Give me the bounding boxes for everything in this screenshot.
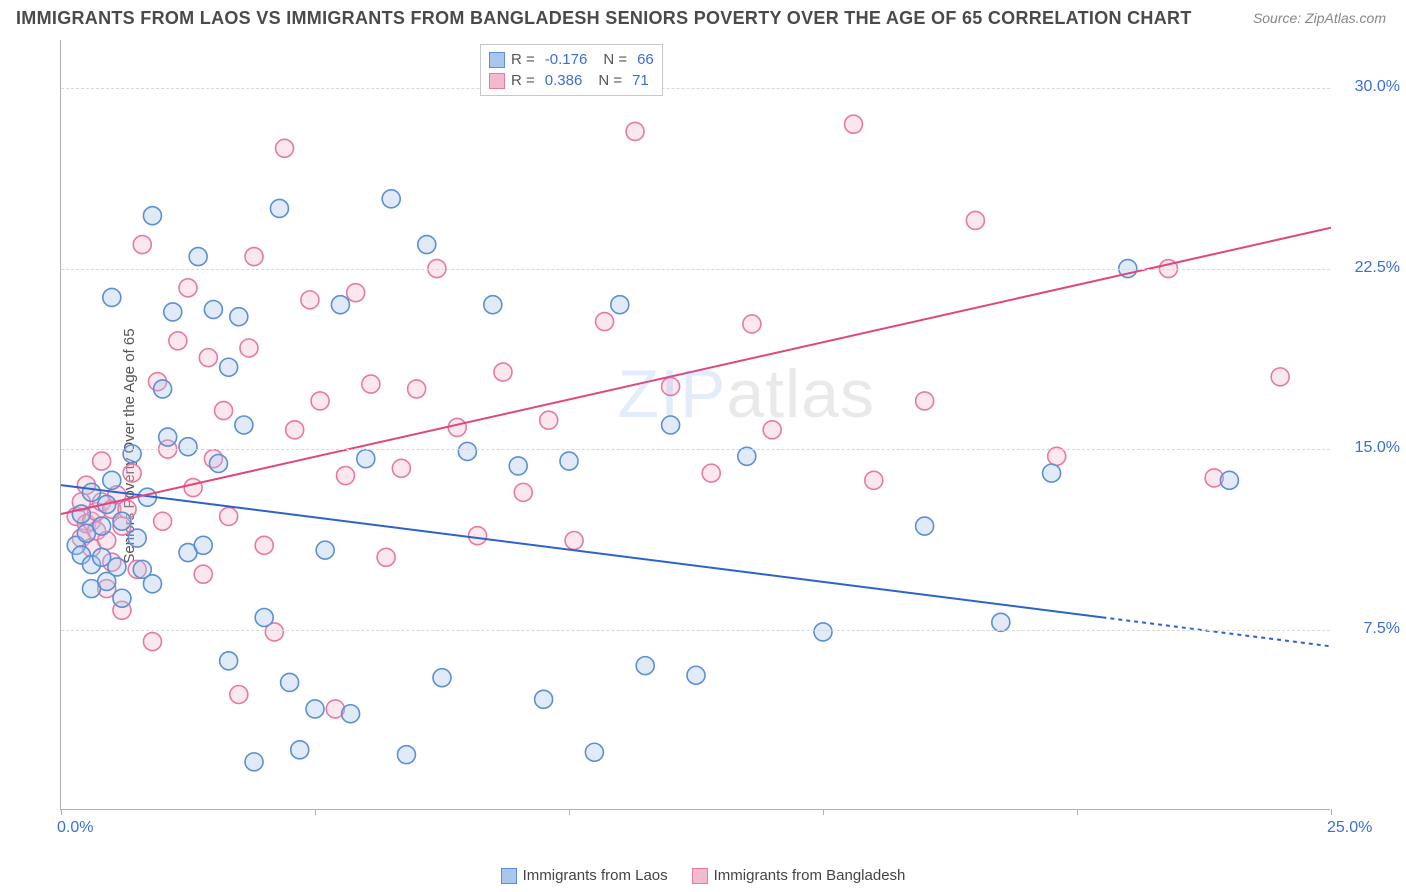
r-label: R = bbox=[511, 72, 535, 89]
swatch-pink-icon bbox=[692, 868, 708, 884]
n-label: N = bbox=[603, 51, 627, 68]
n-value-blue: 66 bbox=[637, 51, 654, 68]
legend-item-blue: Immigrants from Laos bbox=[501, 867, 668, 884]
swatch-blue bbox=[489, 52, 505, 68]
legend-label-blue: Immigrants from Laos bbox=[523, 867, 668, 884]
swatch-blue-icon bbox=[501, 868, 517, 884]
x-tick-label: 25.0% bbox=[1327, 819, 1372, 837]
correlation-legend: R = -0.176 N = 66 R = 0.386 N = 71 bbox=[480, 44, 663, 96]
chart-plot-area: ZIPatlas 7.5%15.0%22.5%30.0%0.0%25.0% bbox=[60, 40, 1330, 810]
series-legend: Immigrants from Laos Immigrants from Ban… bbox=[0, 867, 1406, 884]
y-tick-label: 22.5% bbox=[1340, 259, 1400, 277]
legend-item-pink: Immigrants from Bangladesh bbox=[692, 867, 906, 884]
n-value-pink: 71 bbox=[632, 72, 649, 89]
r-value-pink: 0.386 bbox=[545, 72, 583, 89]
y-tick-label: 7.5% bbox=[1340, 620, 1400, 638]
r-label: R = bbox=[511, 51, 535, 68]
correlation-legend-row-blue: R = -0.176 N = 66 bbox=[489, 49, 654, 70]
n-label: N = bbox=[598, 72, 622, 89]
chart-title: IMMIGRANTS FROM LAOS VS IMMIGRANTS FROM … bbox=[16, 8, 1192, 29]
swatch-pink bbox=[489, 73, 505, 89]
source-attribution: Source: ZipAtlas.com bbox=[1253, 10, 1386, 26]
correlation-legend-row-pink: R = 0.386 N = 71 bbox=[489, 70, 654, 91]
y-tick-label: 15.0% bbox=[1340, 439, 1400, 457]
chart-svg bbox=[61, 40, 1330, 809]
y-tick-label: 30.0% bbox=[1340, 78, 1400, 96]
r-value-blue: -0.176 bbox=[545, 51, 588, 68]
x-tick-label: 0.0% bbox=[57, 819, 93, 837]
legend-label-pink: Immigrants from Bangladesh bbox=[714, 867, 906, 884]
